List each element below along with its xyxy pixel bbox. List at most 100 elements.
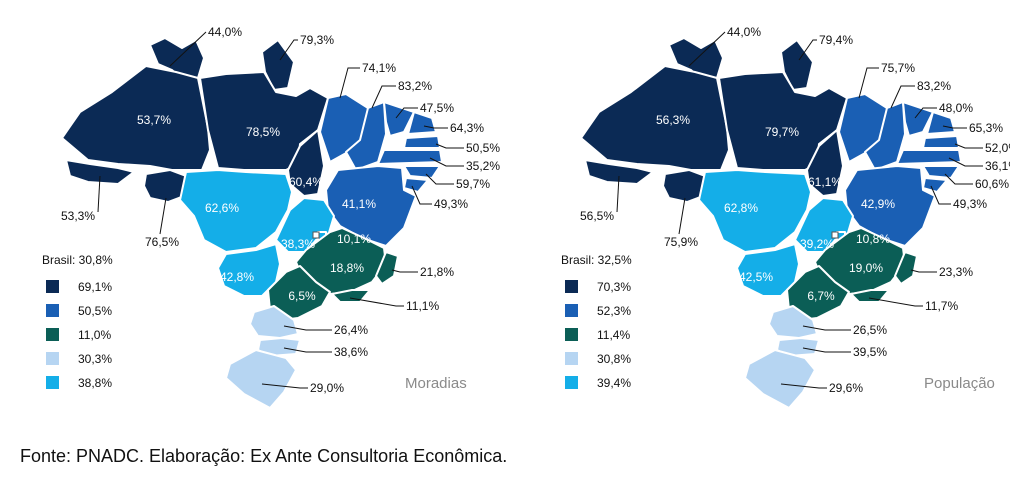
- value-label-rs: 29,0%: [310, 381, 344, 395]
- value-label-ac: 53,3%: [61, 209, 95, 223]
- legend-swatch: [565, 376, 578, 389]
- state-es: [894, 251, 918, 285]
- legend-label: 38,8%: [78, 376, 112, 390]
- value-label-al: 60,6%: [975, 177, 1009, 191]
- state-al: [403, 165, 441, 179]
- legend-title: Brasil: 32,5%: [561, 253, 632, 267]
- value-label-rj: 11,1%: [406, 299, 439, 313]
- leader-line-ro: [678, 197, 686, 235]
- state-mt: [698, 169, 812, 253]
- value-label-pb: 52,0%: [985, 141, 1010, 155]
- value-label-es: 21,8%: [420, 265, 454, 279]
- value-label-ce: 47,5%: [420, 101, 454, 115]
- value-label-sp: 6,5%: [288, 289, 316, 303]
- state-rj: [850, 289, 890, 303]
- source-note: Fonte: PNADC. Elaboração: Ex Ante Consul…: [20, 446, 508, 466]
- state-ac: [584, 159, 654, 185]
- legend-label: 11,4%: [597, 328, 630, 342]
- legend-label: 52,3%: [597, 304, 631, 318]
- value-label-rr: 44,0%: [727, 25, 761, 39]
- df-marker: [831, 231, 839, 239]
- legend-swatch: [565, 352, 578, 365]
- leader-line-rr: [688, 31, 726, 67]
- df-marker: [312, 231, 320, 239]
- value-label-pe: 35,2%: [466, 159, 500, 173]
- state-pb: [403, 135, 441, 149]
- state-rs: [225, 349, 297, 409]
- leader-line-ma: [339, 67, 360, 99]
- value-label-ro: 76,5%: [145, 235, 179, 249]
- leader-line-se: [930, 185, 951, 205]
- leader-line-ro: [159, 197, 167, 235]
- state-ro: [662, 169, 706, 203]
- state-am: [61, 65, 211, 171]
- legend-swatch: [46, 376, 59, 389]
- state-ce: [383, 101, 415, 137]
- state-pe: [896, 149, 962, 165]
- legend-label: 50,5%: [78, 304, 112, 318]
- leader-line-ac: [97, 175, 101, 213]
- leader-line-al: [425, 173, 454, 185]
- value-label-pr: 26,4%: [334, 323, 368, 337]
- leader-line-es: [910, 269, 937, 273]
- state-es: [375, 251, 399, 285]
- state-pe: [377, 149, 443, 165]
- leader-line-ce: [914, 107, 937, 119]
- value-label-se: 49,3%: [434, 197, 468, 211]
- value-label-rn: 64,3%: [450, 121, 484, 135]
- value-label-ma: 75,7%: [881, 61, 915, 75]
- state-rn: [407, 111, 437, 135]
- map-populacao: 56,3% 79,7% 61,1% 42,9% 62,8% 39,2% 10,8% 42,5%…: [561, 25, 1010, 409]
- value-label-ap: 79,3%: [300, 33, 334, 47]
- value-label-pb: 50,5%: [466, 141, 500, 155]
- value-label-pa: 78,5%: [246, 125, 280, 139]
- leader-line-rn: [423, 125, 448, 129]
- state-rn: [926, 111, 956, 135]
- value-label-pi: 83,2%: [917, 79, 951, 93]
- value-label-am: 56,3%: [656, 113, 690, 127]
- leader-line-pb: [435, 143, 464, 149]
- legend-swatch: [46, 328, 59, 341]
- legend-label: 30,8%: [597, 352, 631, 366]
- map-title: Moradias: [405, 375, 467, 392]
- leader-line-ap: [279, 39, 298, 61]
- state-mt: [179, 169, 293, 253]
- value-label-go: 39,2%: [800, 237, 834, 251]
- legend-label: 11,0%: [78, 328, 111, 342]
- value-label-mg: 18,8%: [330, 261, 364, 275]
- value-label-am: 53,7%: [137, 113, 171, 127]
- leader-line-pr: [802, 325, 851, 331]
- state-pr: [249, 305, 299, 339]
- value-label-rr: 44,0%: [208, 25, 242, 39]
- value-label-mt: 62,8%: [724, 201, 758, 215]
- leader-line-se: [411, 185, 432, 205]
- state-pr: [768, 305, 818, 339]
- state-am: [580, 65, 730, 171]
- value-label-ba: 42,9%: [861, 197, 895, 211]
- legend-swatch: [565, 280, 578, 293]
- leader-line-rs: [261, 383, 308, 389]
- value-label-df: 10,8%: [856, 232, 890, 246]
- value-label-se: 49,3%: [953, 197, 987, 211]
- leader-line-pb: [954, 143, 983, 149]
- state-se: [922, 177, 948, 193]
- value-label-sp: 6,7%: [807, 289, 835, 303]
- value-label-ms: 42,8%: [220, 270, 254, 284]
- leader-line-rr: [169, 31, 207, 67]
- legend-label: 70,3%: [597, 280, 631, 294]
- legend-label: 69,1%: [78, 280, 112, 294]
- value-label-ce: 48,0%: [939, 101, 973, 115]
- value-label-pi: 83,2%: [398, 79, 432, 93]
- value-label-pe: 36,1%: [985, 159, 1010, 173]
- value-label-rs: 29,6%: [829, 381, 863, 395]
- value-label-rn: 65,3%: [969, 121, 1003, 135]
- leader-line-ma: [858, 67, 879, 99]
- value-label-ma: 74,1%: [362, 61, 396, 75]
- value-label-al: 59,7%: [456, 177, 490, 191]
- leader-line-sc: [802, 347, 851, 353]
- state-to: [287, 129, 325, 197]
- legend-label: 39,4%: [597, 376, 631, 390]
- value-label-ms: 42,5%: [739, 270, 773, 284]
- leader-line-ce: [395, 107, 418, 119]
